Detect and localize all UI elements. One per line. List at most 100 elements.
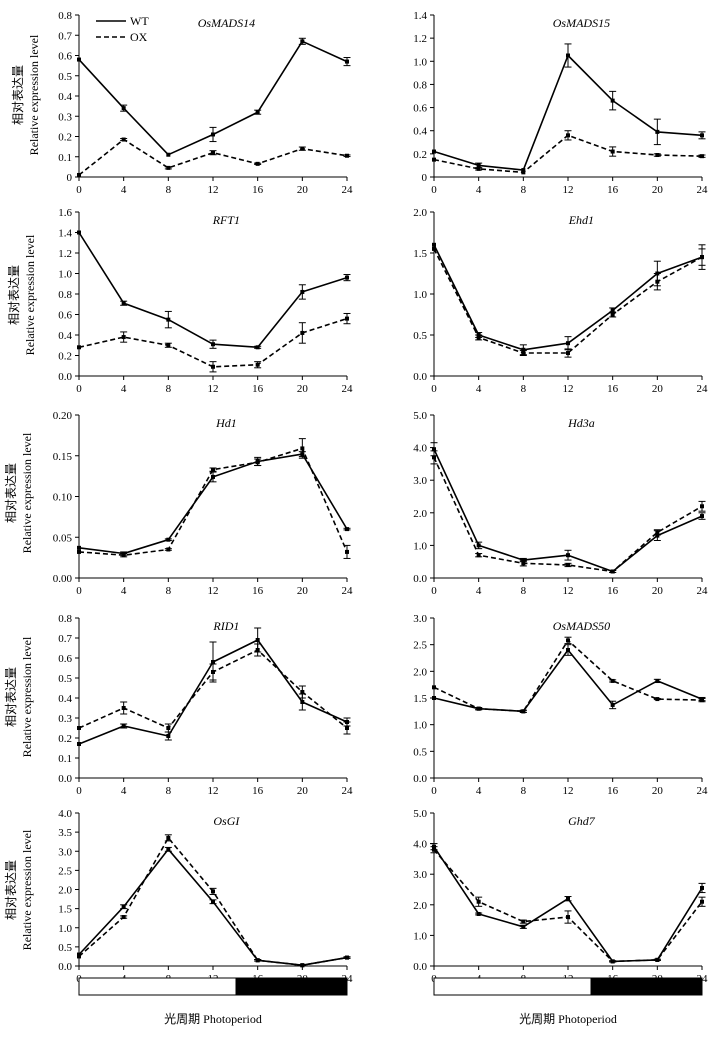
dark-period-bar: [235, 977, 348, 996]
series-line-wt: [78, 232, 348, 349]
y-tick-label: 0.4: [58, 330, 72, 342]
x-tick-label: 12: [208, 383, 219, 395]
panel-title: OsGI: [213, 814, 240, 828]
x-tick-label: 0: [76, 585, 82, 597]
y-axis-label-row-5: 相对表达量 Relative expression level: [4, 829, 34, 950]
series-line-wt: [433, 649, 703, 713]
x-tick-label: 20: [297, 383, 309, 395]
y-tick-label: 2.0: [413, 207, 427, 219]
y-tick-label: 1.0: [413, 720, 427, 732]
y-axis-label-en: Relative expression level: [23, 234, 37, 355]
x-tick-label: 4: [476, 184, 482, 196]
photoperiod-bar-right: 光周期 Photoperiod: [433, 977, 703, 1026]
x-tick-label: 0: [431, 184, 437, 196]
y-tick-label: 1.4: [58, 228, 72, 240]
y-axis-label-en: Relative expression level: [27, 34, 41, 155]
data-point: [432, 685, 436, 690]
chart-panel-ghd7: 0.01.02.03.04.05.004812162024Ghd7: [413, 808, 708, 985]
y-tick-label: 0.7: [58, 30, 72, 42]
y-tick-label: 0.8: [58, 10, 72, 22]
y-tick-label: 2.5: [413, 640, 427, 652]
y-tick-label: 0: [422, 172, 428, 184]
x-tick-label: 20: [652, 383, 664, 395]
y-tick-label: 4.0: [413, 443, 427, 455]
x-tick-label: 8: [166, 585, 172, 597]
x-tick-label: 16: [607, 585, 619, 597]
y-tick-label: 0.5: [58, 942, 72, 954]
x-tick-label: 0: [76, 184, 82, 196]
x-tick-label: 4: [121, 383, 127, 395]
x-axis-label: 光周期 Photoperiod: [519, 1012, 617, 1026]
panels: 0 0.1 0.2 0.3 0.4 0.5 0.6 0.7 0.8 0 4 8 12 16 20 24 OsMA…: [53, 10, 708, 985]
y-tick-label: 0.10: [53, 492, 73, 504]
chart-panel-hd3a: 0.0 1.0 2.0 3.0 4.0 5.0 0 4 8 12 16 20 24 Hd3a: [413, 410, 708, 597]
y-tick-label: 0.05: [53, 532, 73, 544]
light-period-bar: [433, 977, 592, 996]
series-line-wt: [433, 846, 703, 963]
x-tick-label: 0: [431, 383, 437, 395]
chart-panel-hd1: 0.00 0.05 0.10 0.15 0.20 0 4 8 12 16 20 24 Hd1: [53, 410, 353, 597]
x-tick-label: 16: [252, 184, 264, 196]
y-tick-label: 0: [67, 172, 73, 184]
y-tick-label: 0.2: [413, 149, 427, 161]
x-tick-label: 8: [166, 184, 172, 196]
y-tick-label: 0.5: [413, 330, 427, 342]
y-tick-label: 1.2: [413, 33, 427, 45]
x-tick-label: 16: [252, 383, 264, 395]
y-tick-label: 1.5: [413, 693, 427, 705]
y-tick-label: 0.5: [58, 673, 72, 685]
y-tick-label: 1.4: [413, 10, 427, 22]
y-tick-label: 0.1: [58, 753, 72, 765]
y-axis-label-cn: 相对表达量: [4, 860, 18, 920]
x-tick-label: 0: [76, 785, 82, 797]
y-tick-label: 0.0: [413, 773, 427, 785]
data-point: [77, 345, 81, 350]
y-tick-label: 1.5: [413, 248, 427, 260]
y-tick-label: 5.0: [413, 410, 427, 422]
x-tick-label: 12: [563, 785, 574, 797]
data-point: [77, 230, 81, 235]
x-tick-label: 16: [252, 585, 264, 597]
y-tick-label: 3.0: [58, 846, 72, 858]
y-tick-label: 0.8: [413, 79, 427, 91]
panel-title: Ghd7: [568, 814, 596, 828]
y-tick-label: 3.0: [413, 613, 427, 625]
x-tick-label: 20: [297, 184, 309, 196]
y-axis-label-cn: 相对表达量: [4, 463, 18, 523]
y-axis-label-cn: 相对表达量: [7, 265, 21, 325]
data-point: [166, 152, 171, 157]
panel-title: Hd3a: [567, 416, 595, 430]
data-point: [77, 545, 81, 550]
x-tick-label: 4: [121, 184, 127, 196]
y-tick-label: 0.00: [53, 573, 73, 585]
x-tick-label: 24: [342, 383, 354, 395]
series-line-wt: [433, 54, 703, 171]
y-tick-label: 0.3: [58, 713, 72, 725]
photoperiod-bar-left: 光周期 Photoperiod: [78, 977, 348, 1026]
series-line-wt: [78, 848, 348, 967]
series-line-ox: [78, 138, 348, 176]
x-tick-label: 12: [208, 785, 219, 797]
x-tick-label: 24: [697, 383, 709, 395]
x-tick-label: 20: [652, 585, 664, 597]
x-tick-label: 24: [697, 785, 709, 797]
y-tick-label: 0.0: [413, 961, 427, 973]
x-tick-label: 8: [166, 383, 172, 395]
y-tick-label: 0.5: [413, 746, 427, 758]
x-tick-label: 24: [697, 184, 709, 196]
x-tick-label: 8: [166, 785, 172, 797]
y-tick-label: 0.6: [58, 310, 72, 322]
x-tick-label: 12: [563, 585, 574, 597]
x-tick-label: 8: [521, 383, 527, 395]
panel-title: OsMADS14: [198, 16, 255, 30]
y-axis-label-row-4: 相对表达量 Relative expression level: [4, 636, 34, 757]
panel-title: Ehd1: [568, 213, 594, 227]
data-point: [432, 149, 436, 154]
y-tick-label: 4.0: [58, 808, 72, 820]
y-tick-label: 1.6: [58, 207, 72, 219]
y-tick-label: 0.6: [413, 103, 427, 115]
x-tick-label: 16: [252, 785, 264, 797]
x-tick-label: 4: [476, 585, 482, 597]
y-tick-label: 0.3: [58, 111, 72, 123]
y-tick-label: 0.8: [58, 613, 72, 625]
